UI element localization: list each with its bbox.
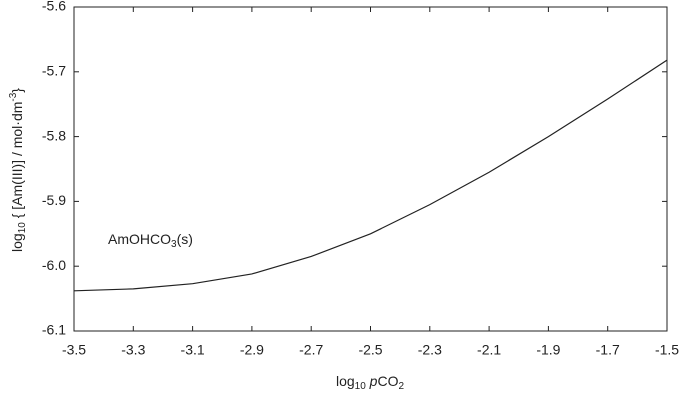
x-label-part: CO <box>377 373 398 389</box>
x-tick-label: -2.9 <box>240 342 264 358</box>
y-axis-label: log10 { [Am(III)] / mol·dm-3} <box>8 88 28 252</box>
y-label-sub: 10 <box>17 222 28 234</box>
x-tick-label: -2.5 <box>358 342 382 358</box>
x-tick-label: -3.5 <box>62 342 86 358</box>
annotation-part: (s) <box>177 231 193 247</box>
x-tick-label: -2.1 <box>477 342 501 358</box>
x-tick-label: -2.7 <box>299 342 323 358</box>
y-tick-label: -5.9 <box>42 192 66 208</box>
annotation-part: AmOHCO <box>108 231 171 247</box>
y-tick-label: -5.7 <box>42 63 66 79</box>
x-tick-label: -1.5 <box>655 342 679 358</box>
x-label-sub: 2 <box>398 381 404 392</box>
x-tick-label: -1.9 <box>536 342 560 358</box>
line-series <box>73 59 668 292</box>
y-tick-label: -5.6 <box>42 0 66 14</box>
x-label-part: p <box>369 373 378 389</box>
x-label-sub: 10 <box>355 381 367 392</box>
plot-frame <box>73 6 668 332</box>
y-label-part: { [Am(III)] / mol·dm <box>9 102 25 223</box>
y-label-part: log <box>9 233 25 252</box>
y-tick-label: -5.8 <box>42 127 66 143</box>
y-label-sup: -3 <box>8 92 19 101</box>
annotation: AmOHCO3(s) <box>108 231 193 250</box>
y-tick-label: -6.1 <box>42 322 66 338</box>
annotation-sub: 3 <box>171 239 177 250</box>
x-tick-label: -2.3 <box>418 342 442 358</box>
x-label-part: log <box>336 373 355 389</box>
y-label-part: } <box>9 88 25 93</box>
x-tick-label: -3.1 <box>181 342 205 358</box>
x-axis-label: log10 pCO2 <box>336 373 405 392</box>
y-tick-label: -6.0 <box>42 257 66 273</box>
x-tick-label: -1.7 <box>596 342 620 358</box>
x-tick-label: -3.3 <box>121 342 145 358</box>
